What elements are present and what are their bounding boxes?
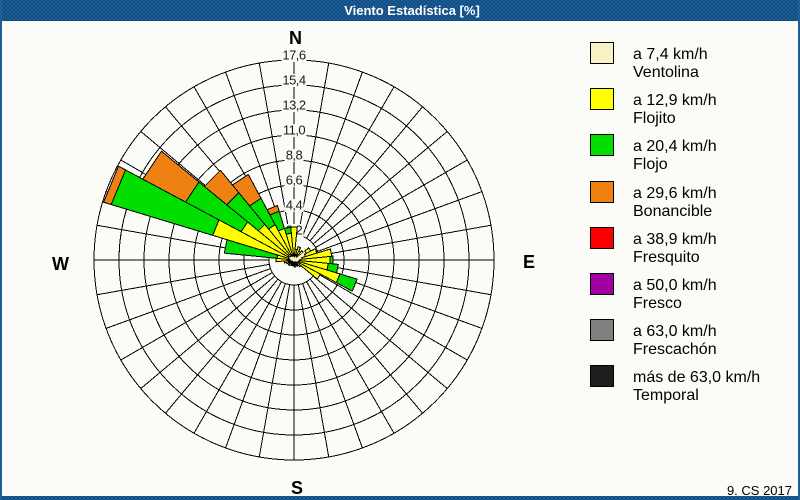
svg-text:13,2: 13,2 xyxy=(282,98,306,113)
svg-text:11,0: 11,0 xyxy=(283,123,306,138)
svg-text:17,6: 17,6 xyxy=(282,48,306,63)
svg-text:6,6: 6,6 xyxy=(286,173,303,188)
svg-text:8,8: 8,8 xyxy=(286,148,303,163)
svg-text:4,4: 4,4 xyxy=(286,198,303,213)
svg-text:15,4: 15,4 xyxy=(282,73,306,88)
